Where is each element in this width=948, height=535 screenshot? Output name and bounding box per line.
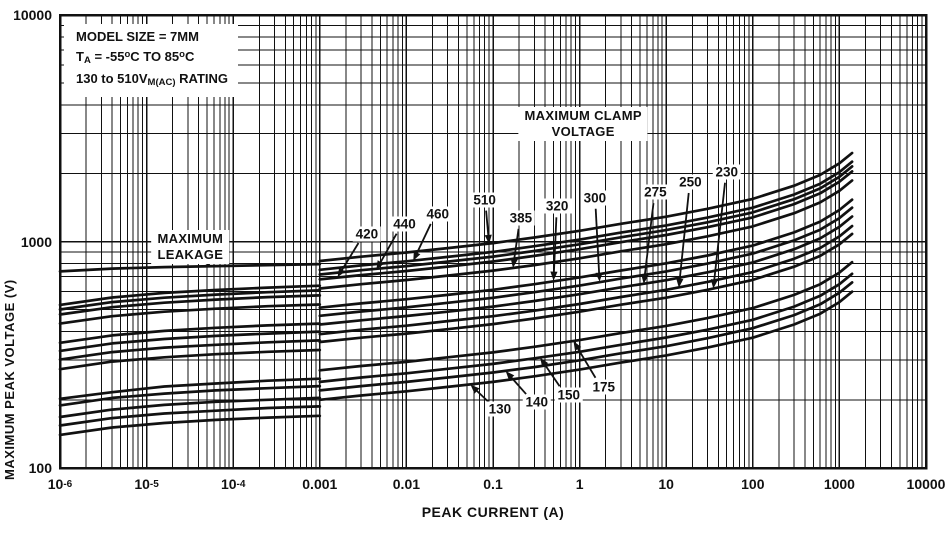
curve-callout-460: 460	[423, 206, 452, 222]
x-tick-label: 10	[658, 476, 674, 492]
curve-callout-510: 510	[470, 192, 499, 208]
curve-250-leakage	[58, 348, 322, 371]
arrow-230-head	[710, 279, 718, 289]
arrow-440-shaft	[379, 233, 398, 265]
y-tick-label: 10000	[13, 7, 52, 23]
arrow-140-shaft	[509, 375, 527, 395]
arrow-150-shaft	[543, 362, 561, 387]
curve-150-leakage	[58, 396, 322, 419]
curve-275-clamp	[318, 215, 854, 326]
arrow-175-shaft	[576, 346, 597, 379]
x-tick-label: 0.1	[483, 476, 503, 492]
arrow-440-head	[376, 260, 384, 270]
curve-250-clamp	[318, 224, 854, 336]
curve-callout-250: 250	[676, 174, 705, 190]
x-tick-label: 10-6	[47, 476, 73, 492]
curve-130-leakage	[58, 414, 322, 437]
curve-460-leakage	[58, 284, 322, 307]
curve-175-clamp	[318, 260, 854, 372]
x-tick-label: 1	[575, 476, 584, 492]
arrow-250-shaft	[678, 192, 690, 281]
curve-385-clamp	[318, 179, 854, 290]
x-tick-label: 0.001	[302, 476, 338, 492]
curve-460-clamp	[318, 160, 854, 272]
arrow-140-head	[505, 371, 515, 381]
curve-callout-420: 420	[352, 226, 382, 242]
curve-420-clamp	[318, 170, 854, 281]
curve-130-clamp	[318, 290, 854, 402]
arrow-385-head	[510, 258, 518, 268]
plot-border	[58, 13, 928, 470]
curve-510-leakage	[58, 262, 322, 273]
curve-callout-230: 230	[712, 164, 741, 180]
callout-arrows	[199, 182, 726, 403]
arrow-130-shaft	[474, 388, 489, 403]
x-axis-title: PEAK CURRENT (A)	[421, 504, 565, 520]
curve-230-leakage	[58, 377, 322, 401]
curve-300-leakage	[58, 330, 322, 353]
curve-275-leakage	[58, 339, 322, 361]
arrow-130-head	[470, 384, 480, 394]
y-tick-label: 1000	[20, 233, 52, 250]
arrow-460-shaft	[415, 223, 432, 255]
curve-callout-275: 275	[641, 184, 670, 200]
arrow-175-head	[573, 341, 582, 351]
title-line-model-size: MODEL SIZE = 7MM	[76, 29, 199, 44]
arrow-510-head	[484, 234, 492, 244]
curve-140-clamp	[318, 281, 854, 392]
curves	[58, 151, 854, 437]
arrow-300-head	[595, 272, 603, 282]
title-line-temperature: TA = -55oC TO 85oC	[76, 49, 195, 66]
curve-callout-175: 175	[589, 379, 618, 395]
arrow-275-shaft	[643, 203, 655, 278]
curve-callout-300: 300	[580, 190, 610, 206]
arrow-300-shaft	[594, 208, 601, 275]
arrow-275-head	[641, 274, 649, 284]
curve-320-leakage	[58, 322, 322, 345]
x-tick-label: 0.01	[392, 476, 421, 492]
y-tick-label: 100	[28, 460, 52, 476]
curve-420-leakage	[58, 294, 322, 316]
curve-175-leakage	[58, 384, 322, 407]
x-tick-label: 100	[741, 476, 765, 492]
curve-callout-320: 320	[542, 198, 572, 214]
leakage-label: MAXIMUM LEAKAGE	[151, 229, 230, 264]
arrow-320-head	[550, 271, 558, 281]
curve-510-clamp	[318, 151, 854, 263]
curve-300-clamp	[318, 206, 854, 318]
x-tick-label: 1000	[823, 476, 855, 492]
chart-title-block: MODEL SIZE = 7MM TA = -55oC TO 85oC 130 …	[64, 24, 238, 97]
arrow-460-head	[413, 251, 421, 261]
curve-440-clamp	[318, 165, 854, 276]
arrow-420-shaft	[340, 242, 360, 272]
arrow-320-shaft	[552, 217, 558, 274]
x-tick-label: 10000	[906, 476, 946, 492]
curve-440-leakage	[58, 289, 322, 311]
curve-320-clamp	[318, 198, 854, 310]
x-tick-label: 10-5	[134, 476, 159, 492]
arrow-510-shaft	[485, 210, 490, 237]
curve-callout-130: 130	[485, 401, 515, 417]
curve-385-leakage	[58, 303, 322, 325]
x-tick-label: 10-4	[220, 476, 246, 492]
clamp-voltage-label: MAXIMUM CLAMP VOLTAGE	[518, 107, 648, 142]
arrow-230-shaft	[713, 182, 726, 282]
curve-callout-150: 150	[554, 387, 584, 403]
curve-callout-385: 385	[506, 210, 536, 226]
curve-callout-440: 440	[390, 216, 419, 232]
curve-140-leakage	[58, 405, 322, 427]
arrow-150-head	[540, 357, 549, 368]
curve-callout-140: 140	[522, 394, 551, 410]
curve-150-clamp	[318, 272, 854, 384]
arrow-385-shaft	[513, 228, 520, 262]
curve-230-clamp	[318, 232, 854, 344]
arrow-250-head	[676, 278, 684, 288]
title-line-rating: 130 to 510VM(AC) RATING	[76, 71, 228, 88]
arrow-420-head	[337, 267, 346, 278]
